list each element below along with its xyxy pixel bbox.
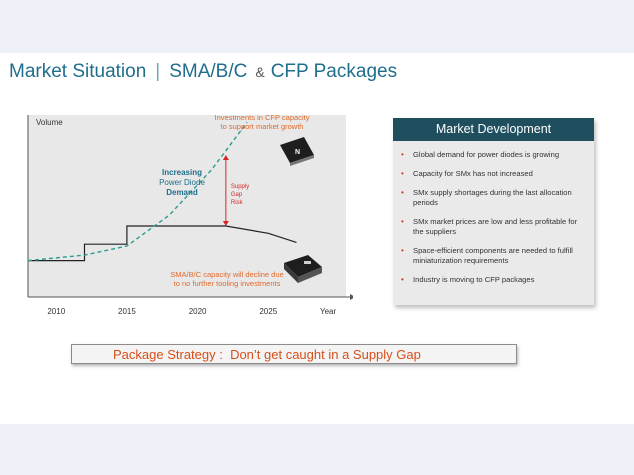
market-point: • Capacity for SMx has not increased xyxy=(401,169,588,179)
title-separator: | xyxy=(155,61,161,82)
demand-dashed-line xyxy=(27,121,248,262)
page-title: Market Situation | SMA/B/C & CFP Package… xyxy=(9,61,397,87)
cfp-chip-logo-icon: N xyxy=(295,149,300,156)
panel-header: Market Development xyxy=(393,118,594,141)
sma-chip-icon xyxy=(284,255,322,277)
gap-arrow-head-down xyxy=(222,221,229,227)
market-point: • Space-efficient components are needed t… xyxy=(401,246,588,266)
sma-chip-edge xyxy=(298,267,322,283)
x-tick-label: 2015 xyxy=(118,307,136,316)
sma-chip-side xyxy=(284,263,298,283)
cfp-investment-line: to support market growth xyxy=(221,122,304,131)
market-point-text: Industry is moving to CFP packages xyxy=(413,275,535,284)
demand-label-line: Increasing xyxy=(162,168,202,177)
market-point-text: Space-efficient components are needed to… xyxy=(413,246,573,265)
cfp-chip-icon xyxy=(280,137,314,163)
chart-canvas: Volume Year 2010 2015 2020 2025 Supply Gap Risk I… xyxy=(27,113,353,316)
bullet-icon: • xyxy=(401,188,404,197)
supply-demand-chart: Volume Year 2010 2015 2020 2025 Supply Gap Risk I… xyxy=(22,111,353,323)
x-tick-label: 2010 xyxy=(47,307,65,316)
title-part-sma: SMA/B/C xyxy=(169,61,248,82)
market-point: • Global demand for power diodes is growi… xyxy=(401,150,588,160)
panel-list: • Global demand for power diodes is growi… xyxy=(393,141,594,285)
x-axis-arrow xyxy=(350,294,353,300)
slide: Market Situation | SMA/B/C & CFP Package… xyxy=(0,53,634,424)
y-axis-label: Volume xyxy=(36,118,63,127)
market-development-panel: Market Development • Global demand for po… xyxy=(393,118,594,305)
bullet-icon: • xyxy=(401,150,404,159)
decline-label-line: SMA/B/C capacity will decline due xyxy=(170,270,283,279)
market-point: • Industry is moving to CFP packages xyxy=(401,275,588,285)
demand-label-line: Demand xyxy=(166,188,198,197)
x-tick-label: 2025 xyxy=(259,307,277,316)
gap-arrow-head-up xyxy=(222,155,229,161)
market-point-text: Global demand for power diodes is growin… xyxy=(413,150,560,159)
title-part-cfp: CFP Packages xyxy=(270,61,398,82)
cfp-investment-line: Investments in CFP capacity xyxy=(215,113,310,122)
market-point: • SMx market prices are low and less prof… xyxy=(401,217,588,237)
bullet-icon: • xyxy=(401,246,404,255)
market-point: • SMx supply shortages during the last al… xyxy=(401,188,588,208)
title-part-market: Market Situation xyxy=(9,61,147,82)
cfp-chip-edge xyxy=(290,155,314,166)
bullet-icon: • xyxy=(401,169,404,178)
decline-label-line: to no further tooling investments xyxy=(174,279,281,288)
demand-label-line: Power Diode xyxy=(159,178,205,187)
gap-label-line: Risk xyxy=(231,200,244,206)
x-axis-label: Year xyxy=(320,307,337,316)
gap-label-line: Supply xyxy=(231,184,249,190)
market-point-text: SMx supply shortages during the last all… xyxy=(413,188,572,207)
gap-label-line: Gap xyxy=(231,192,243,198)
title-ampersand: & xyxy=(255,64,265,80)
market-point-text: SMx market prices are low and less profi… xyxy=(413,217,578,236)
sma-chip-marking-icon xyxy=(304,261,311,264)
bullet-icon: • xyxy=(401,217,404,226)
bullet-icon: • xyxy=(401,275,404,284)
x-tick-label: 2020 xyxy=(189,307,207,316)
capacity-step-line xyxy=(28,225,297,262)
market-point-text: Capacity for SMx has not increased xyxy=(413,169,533,178)
strategy-banner: Package Strategy : Don’t get caught in a… xyxy=(71,344,517,364)
